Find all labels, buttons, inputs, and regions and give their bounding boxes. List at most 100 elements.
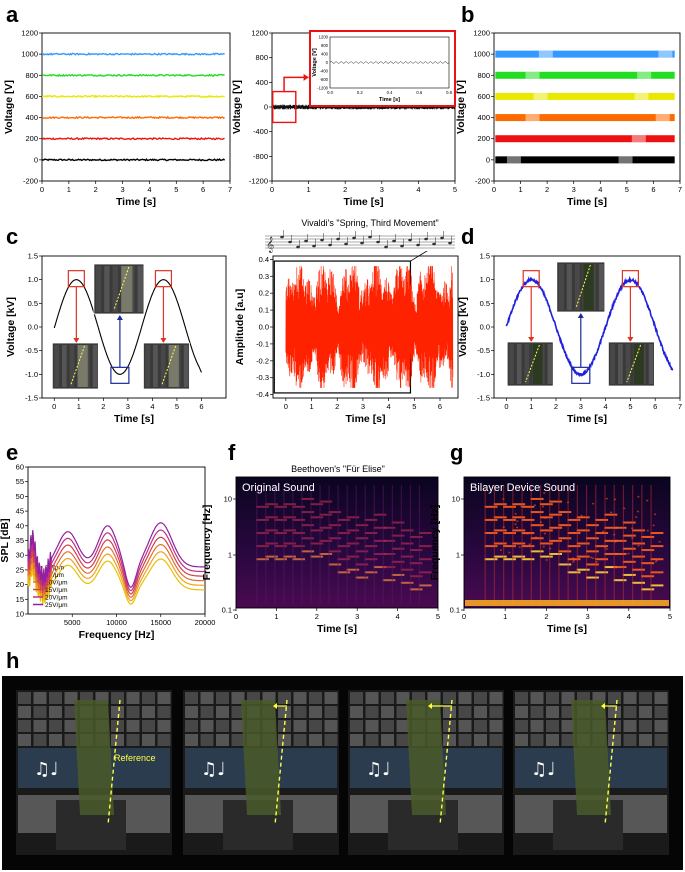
x-axis-label: Time [s]: [567, 196, 607, 208]
spectrogram-onset: [382, 485, 384, 604]
y-tick-label: 40: [16, 521, 24, 530]
y-tick-label: 1.0: [28, 275, 38, 284]
band-fade: [634, 92, 649, 100]
spectrogram-note-band: [539, 555, 553, 558]
x-axis-label: Time [s]: [547, 623, 587, 635]
foam-tile: [654, 706, 668, 718]
spectrogram-onset: [337, 485, 339, 604]
spectrogram-note-band: [576, 516, 590, 519]
y-tick-label: 800: [255, 53, 268, 62]
spectrogram-noise: [534, 536, 537, 539]
reference-label: Reference: [114, 753, 156, 763]
foam-tile: [216, 706, 229, 718]
spectrogram-noise: [656, 559, 659, 561]
y-tick-label: 55: [16, 477, 24, 486]
spectrogram-noise: [528, 543, 531, 546]
spectrogram-note-band: [337, 518, 351, 521]
score-note: [400, 244, 404, 248]
y-tick-label: 200: [25, 134, 38, 143]
spectrogram-note-band: [364, 558, 378, 561]
spectrogram-note-band: [274, 532, 287, 535]
x-tick-label: 7: [678, 185, 682, 194]
spectrogram-note-band: [301, 511, 315, 514]
spectrogram-note-band: [512, 555, 526, 558]
foam-tile: [111, 734, 124, 746]
foam-tile: [200, 692, 214, 704]
spectrogram-onset: [292, 485, 294, 604]
spectrogram-onset: [373, 485, 375, 604]
y-tick-label: 1000: [21, 50, 38, 59]
score-note: [368, 235, 372, 239]
spectrogram-onset: [539, 485, 542, 604]
spectrogram-note-band: [539, 529, 553, 532]
spectrogram-note-band: [283, 503, 296, 506]
band-fade: [658, 50, 673, 58]
thumb-film: [583, 264, 594, 310]
spectrogram-note-band: [641, 562, 655, 565]
y-tick-label: -0.5: [477, 346, 490, 355]
foam-tile: [515, 706, 528, 718]
spectrogram-noise: [610, 511, 613, 514]
x-tick-label: 1: [529, 402, 533, 411]
spectrogram-noise: [636, 510, 639, 513]
x-tick-label: 0: [284, 402, 288, 411]
spectrogram-noise: [646, 499, 649, 502]
x-tick-label: 5: [412, 402, 416, 411]
x-tick-label: 4: [396, 612, 400, 621]
spectrogram-noise: [614, 498, 617, 501]
y-tick-label: 15: [16, 595, 24, 604]
series-audio-waveform: [285, 266, 454, 388]
y-tick-label: 1200: [251, 29, 268, 38]
spectrogram-note-band: [337, 571, 351, 574]
series-line-600V: [41, 94, 225, 99]
y-axis-label: SPL [dB]: [0, 518, 11, 562]
x-tick-label: 4: [387, 402, 391, 411]
score-note: [320, 238, 324, 242]
spectrogram-noise: [542, 545, 545, 548]
spectrogram-noise: [572, 561, 575, 563]
foam-tile: [324, 692, 338, 704]
foam-tile: [157, 734, 171, 746]
y-tick-label: 800: [477, 71, 490, 80]
chart-title: Vivaldi's "Spring, Third Movement": [301, 218, 438, 228]
spectrogram-noise: [631, 527, 634, 529]
photo-thumbnail-peak: [608, 341, 655, 387]
x-axis-label: Time [s]: [567, 413, 607, 425]
photo-frame-1: ♫♩ Reference: [16, 690, 172, 855]
spectrogram-annotation: Original Sound: [242, 482, 315, 494]
series-line-200V: [41, 136, 225, 141]
thumb-foam: [95, 266, 102, 312]
legend-label: 15V/μm: [45, 587, 68, 594]
spectrogram-onset: [418, 485, 421, 604]
spectrogram-note-band: [493, 516, 507, 519]
spectrogram-noise: [518, 546, 521, 548]
y-tick-label: 0.0: [28, 323, 38, 332]
x-axis-label: Time [s]: [116, 196, 156, 208]
score-note: [360, 241, 364, 245]
y-tick-label: 0: [264, 103, 268, 112]
x-tick-label: 5000: [64, 618, 81, 627]
foam-tile: [396, 706, 410, 718]
thumb-foam: [153, 345, 158, 387]
thumb-reference-line: [575, 264, 591, 309]
y-axis-label: Voltage [V]: [455, 80, 467, 134]
foam-tile: [126, 734, 140, 746]
spectrogram-note-band: [576, 529, 590, 532]
spectrogram-note-band: [391, 560, 405, 563]
thumb-foam: [112, 266, 118, 312]
spectrogram-note-band: [558, 563, 572, 566]
foam-tile: [350, 720, 363, 732]
foam-tile: [489, 734, 503, 746]
spectrogram-note-band: [604, 566, 618, 569]
foam-tile: [216, 692, 229, 704]
foam-tile: [365, 692, 379, 704]
spectrogram-note-band: [301, 497, 315, 500]
thumb-film: [532, 344, 543, 384]
x-tick-label: 2: [343, 185, 347, 194]
thumb-foam: [145, 345, 151, 387]
foam-tile: [142, 734, 155, 746]
plot-frame: [41, 32, 231, 182]
foam-tile: [458, 692, 472, 704]
foam-tile: [200, 720, 214, 732]
spectrogram-note-band: [283, 542, 296, 545]
